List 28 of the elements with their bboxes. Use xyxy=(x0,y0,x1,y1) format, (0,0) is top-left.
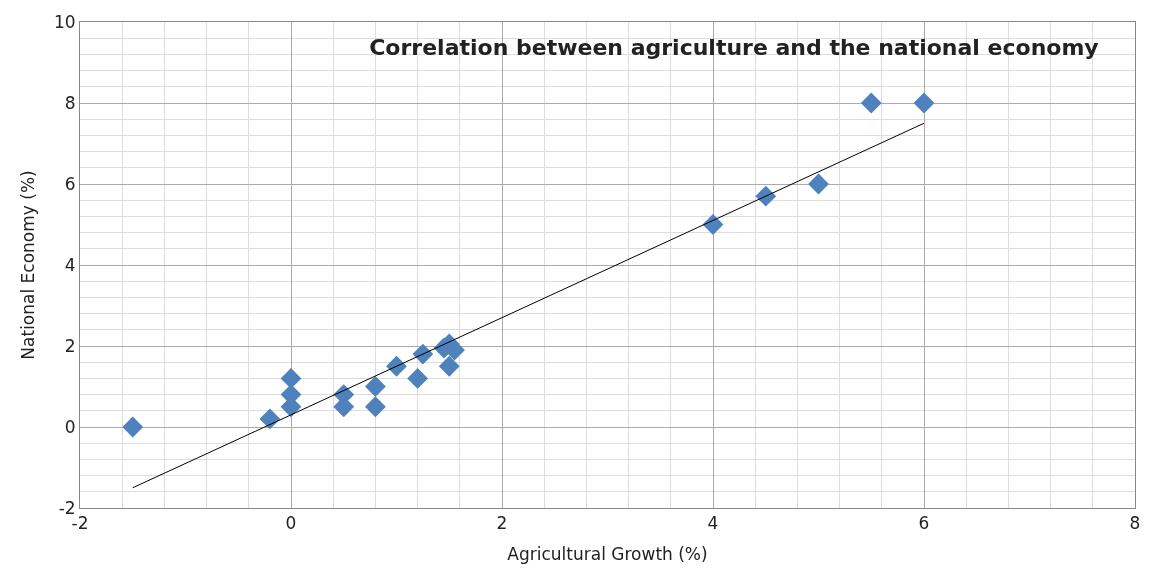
point xyxy=(280,368,302,389)
point xyxy=(438,355,460,377)
x-axis-title: Agricultural Growth (%) xyxy=(507,543,708,564)
y-tick-label: 2 xyxy=(64,335,76,356)
y-tick-label: 8 xyxy=(64,92,76,113)
point xyxy=(860,92,882,114)
y-tick-label: 6 xyxy=(64,173,76,194)
point xyxy=(913,92,935,114)
point xyxy=(365,396,386,418)
x-tick-label: 0 xyxy=(285,513,297,534)
y-axis-title: National Economy (%) xyxy=(17,170,38,360)
point xyxy=(122,416,144,438)
y-tick-label: 0 xyxy=(64,416,76,437)
point xyxy=(412,343,434,365)
point xyxy=(386,355,407,377)
y-tick-label: 4 xyxy=(64,254,76,275)
y-tick-label: -2 xyxy=(58,497,76,518)
x-tick-label: 8 xyxy=(1129,513,1141,534)
y-tick-label: 10 xyxy=(53,11,76,32)
text: Correlation between agriculture and the national economy xyxy=(369,35,1099,61)
point xyxy=(259,408,281,430)
point xyxy=(407,368,428,389)
point xyxy=(365,376,386,397)
x-tick-label: 4 xyxy=(707,513,719,534)
point xyxy=(755,185,777,207)
x-tick-label: 2 xyxy=(496,513,508,534)
x-tick-label: 6 xyxy=(918,513,930,534)
point xyxy=(808,173,829,195)
